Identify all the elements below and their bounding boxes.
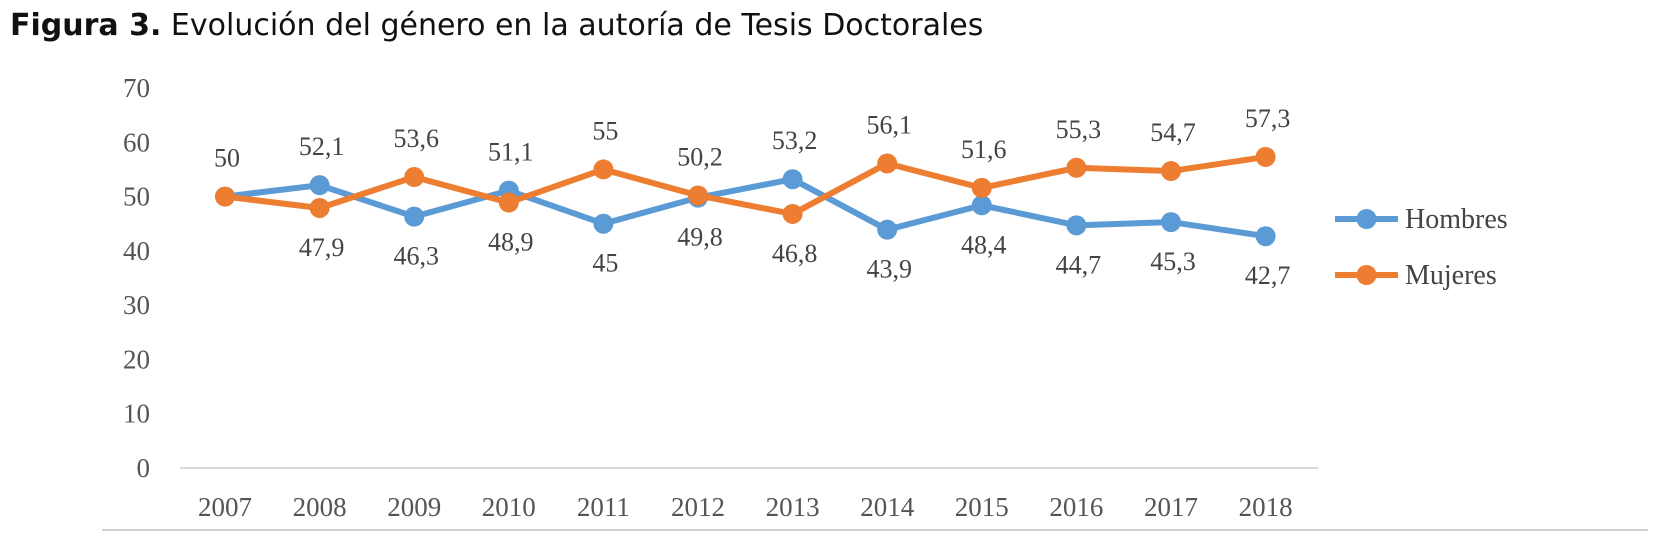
data-point-mujeres [1161,161,1181,182]
data-point-mujeres [1066,157,1087,178]
data-label-hombres: 52,1 [299,132,345,161]
y-tick-label: 70 [123,73,150,103]
data-point-mujeres [782,203,803,224]
data-point-hombres [971,195,992,216]
data-point-hombres [1066,215,1087,236]
x-tick-label: 2013 [766,492,820,522]
series-line-hombres [222,176,1269,240]
series-line-mujeres [222,153,1269,217]
y-tick-label: 50 [123,182,150,212]
data-label-hombres: 45 [592,249,618,278]
data-label-mujeres: 51,6 [961,135,1007,164]
data-label-hombres: 48,4 [961,230,1007,259]
data-label-hombres: 49,8 [677,223,723,252]
x-tick-label: 2007 [198,492,252,522]
data-label-hombres: 44,7 [1056,250,1102,279]
x-tick-label: 2010 [482,492,536,522]
x-tick-label: 2009 [387,492,441,522]
y-tick-label: 0 [137,453,151,483]
figure-caption-label: Figura 3. [10,8,162,43]
data-label-hombres: 43,9 [866,255,912,284]
legend-label-hombres: Hombres [1405,204,1508,235]
data-point-hombres [593,213,614,234]
legend-label-mujeres: Mujeres [1405,260,1497,291]
x-tick-label: 2012 [671,492,725,522]
data-label-hombres: 46,3 [393,242,439,271]
y-tick-label: 20 [123,344,150,374]
data-label-hombres: 42,7 [1245,261,1291,290]
data-point-mujeres [1255,146,1276,167]
data-label-mujeres: 54,7 [1150,118,1196,147]
figure-caption-text: Evolución del género en la autoría de Te… [170,8,984,43]
data-label-hombres: 50 [214,144,240,173]
legend-marker-mujeres [1356,265,1377,285]
data-point-hombres [1255,226,1276,247]
data-label-mujeres: 57,3 [1245,104,1291,133]
data-point-mujeres [971,177,992,198]
data-point-mujeres [404,167,425,188]
y-tick-label: 60 [123,127,150,157]
data-point-hombres [404,206,425,227]
data-label-mujeres: 50,2 [677,142,723,171]
data-label-mujeres: 56,1 [866,110,912,139]
y-tick-label: 40 [123,236,150,266]
data-point-hombres [782,169,803,190]
legend-marker-hombres [1356,209,1377,229]
data-point-mujeres [877,153,898,174]
data-label-mujeres: 55,3 [1056,115,1102,144]
data-point-hombres [1161,212,1181,233]
data-label-mujeres: 53,6 [393,124,439,153]
data-label-mujeres: 48,9 [488,228,534,257]
x-tick-label: 2018 [1239,492,1293,522]
data-point-mujeres [309,197,330,218]
data-label-hombres: 51,1 [488,138,534,167]
x-tick-label: 2014 [860,492,915,522]
data-point-mujeres [688,185,708,206]
x-tick-label: 2015 [955,492,1009,522]
data-label-mujeres: 47,9 [299,233,345,262]
data-point-hombres [309,175,330,196]
x-tick-label: 2016 [1049,492,1103,522]
data-label-mujeres: 46,8 [772,239,818,268]
data-point-mujeres [498,192,519,213]
data-point-mujeres [215,186,235,207]
y-tick-label: 30 [123,290,150,320]
data-label-hombres: 53,2 [772,126,818,155]
data-label-hombres: 45,3 [1150,247,1196,276]
data-point-hombres [877,219,898,240]
y-tick-label: 10 [123,399,150,429]
x-tick-label: 2017 [1144,492,1198,522]
x-tick-label: 2008 [293,492,347,522]
figure-caption: Figura 3. Evolución del género en la aut… [10,8,983,43]
x-tick-label: 2011 [577,492,630,522]
data-point-mujeres [593,159,614,180]
data-label-mujeres: 55 [592,116,618,145]
